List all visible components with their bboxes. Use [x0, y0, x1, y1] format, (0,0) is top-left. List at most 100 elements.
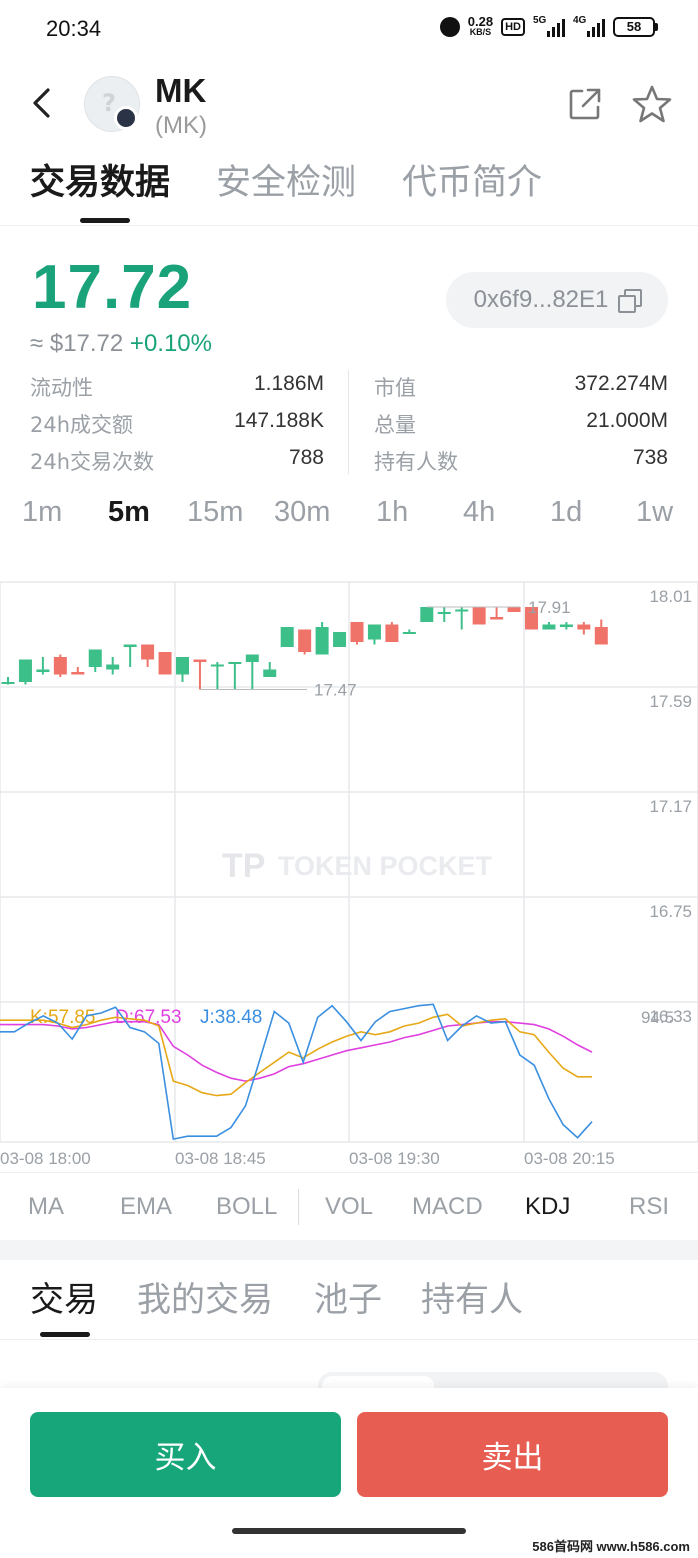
stat-label-market-cap: 市值: [374, 376, 416, 400]
price-tick-label: 16.75: [649, 902, 692, 921]
candle-body: [577, 624, 591, 630]
main-tabs: 交易数据 安全检测 代币简介: [0, 152, 698, 226]
indicator-vol[interactable]: VOL: [325, 1193, 374, 1220]
candle-body: [385, 624, 399, 642]
signal-5g-icon: 5G: [533, 15, 565, 37]
tab-holders[interactable]: 持有人: [421, 1280, 523, 1320]
hd-icon: HD: [501, 18, 525, 36]
interval-4h[interactable]: 4h: [463, 496, 496, 528]
chart-watermark: TOKEN POCKET: [278, 851, 493, 881]
stats-divider: [348, 370, 349, 474]
indicator-macd[interactable]: MACD: [412, 1193, 483, 1220]
candle-body: [367, 624, 381, 640]
sell-button[interactable]: 卖出: [357, 1412, 668, 1497]
copy-icon[interactable]: [618, 289, 643, 313]
tab-trades[interactable]: 交易: [30, 1280, 98, 1320]
indicator-boll[interactable]: BOLL: [216, 1193, 278, 1220]
price-value: 17.72: [32, 253, 193, 322]
share-icon: [569, 88, 601, 120]
interval-15m[interactable]: 15m: [187, 496, 244, 528]
stat-value-liquidity: 1.186M: [253, 372, 324, 395]
buy-button[interactable]: 买入: [30, 1412, 341, 1497]
candle-body: [315, 627, 329, 655]
indicator-divider: [298, 1189, 299, 1225]
price-chart[interactable]: TOKEN POCKET TP 18.01 17.59 17.17 16.75 16.3…: [0, 575, 698, 1170]
battery-icon: 58: [613, 17, 658, 37]
candle-body: [280, 627, 294, 647]
price-change: +0.10%: [129, 330, 212, 357]
indicator-ma[interactable]: MA: [28, 1193, 64, 1220]
stat-value-holders: 738: [632, 446, 668, 469]
candle-body: [420, 607, 434, 622]
favorite-button[interactable]: [632, 84, 672, 124]
site-watermark: 586首码网 www.h586.com: [532, 1539, 690, 1554]
active-tab-indicator: [80, 218, 130, 223]
interval-1m[interactable]: 1m: [22, 496, 63, 528]
candle-body: [71, 672, 85, 675]
signal-4g-icon: 4G: [573, 15, 605, 37]
candle-body: [36, 669, 50, 672]
tab-pools[interactable]: 池子: [314, 1280, 382, 1320]
interval-selector: 1m 5m 15m 30m 1h 4h 1d 1w: [0, 492, 698, 540]
stat-value-24h-volume: 147.188K: [234, 409, 324, 432]
indicator-ema[interactable]: EMA: [120, 1193, 173, 1220]
candle-body: [88, 649, 102, 667]
status-bar: 20:34 0.28 KB/S HD 5G 4G 58: [0, 0, 698, 62]
activity-tabs: 交易 我的交易 池子 持有人: [0, 1262, 698, 1340]
candle-body: [53, 657, 67, 675]
interval-30m[interactable]: 30m: [274, 496, 331, 528]
candle-body: [594, 627, 608, 645]
candle-body: [193, 659, 207, 662]
share-button[interactable]: [567, 86, 603, 122]
candle-body: [490, 617, 504, 620]
kdj-max-label: 94.5: [641, 1008, 674, 1027]
kdj-legend: K:57.85 D:67.53 J:38.48 94.5: [30, 1007, 674, 1028]
token-pocket-logo: TP: [222, 847, 265, 885]
status-icons: 0.28 KB/S HD 5G 4G 58: [439, 15, 658, 38]
candle-body: [298, 629, 312, 652]
interval-5m[interactable]: 5m: [108, 496, 150, 528]
kdj-d-line: [0, 1020, 593, 1082]
candle-body: [525, 607, 538, 630]
tab-security-check[interactable]: 安全检测: [216, 163, 357, 203]
candle-body: [333, 632, 347, 647]
price-tick-label: 16.33: [649, 1007, 692, 1026]
indicator-kdj[interactable]: KDJ: [525, 1193, 571, 1220]
candle-body: [210, 664, 224, 667]
stat-value-market-cap: 372.274M: [574, 372, 668, 395]
interval-1d[interactable]: 1d: [550, 496, 583, 528]
chart-grid: [0, 581, 698, 1143]
kdj-d-value: D:67.53: [115, 1007, 182, 1028]
candle-body: [542, 624, 556, 630]
contract-address-chip[interactable]: 0x6f9...82E1: [446, 272, 668, 328]
indicator-rsi[interactable]: RSI: [629, 1193, 670, 1220]
svg-text:TP: TP: [222, 847, 265, 885]
price-axis-labels: 18.01 17.59 17.17 16.75 16.33: [649, 587, 692, 1026]
interval-1h[interactable]: 1h: [376, 496, 409, 528]
candle-body: [559, 624, 573, 627]
candle-body: [228, 662, 242, 664]
active-subtab-indicator: [40, 1332, 90, 1337]
usd-price-line: ≈ $17.72 +0.10%: [30, 330, 212, 358]
stat-value-total-supply: 21.000M: [586, 409, 668, 432]
tab-trade-data[interactable]: 交易数据: [30, 163, 171, 203]
min-price-label: 17.47: [314, 681, 357, 700]
kdj-j-value: J:38.48: [200, 1007, 262, 1028]
time-tick-label: 03-08 19:30: [349, 1149, 440, 1168]
stat-label-24h-volume: 24h成交额: [30, 413, 134, 437]
interval-1w[interactable]: 1w: [636, 496, 674, 528]
candle-body: [176, 657, 189, 675]
candle-body: [1, 682, 15, 684]
tab-my-trades[interactable]: 我的交易: [137, 1280, 273, 1320]
header: ? MK (MK): [0, 62, 698, 152]
candle-body: [455, 609, 469, 612]
home-indicator[interactable]: [232, 1528, 466, 1534]
stat-label-liquidity: 流动性: [30, 376, 93, 400]
tab-token-intro[interactable]: 代币简介: [402, 163, 543, 203]
token-name: MK: [155, 72, 207, 109]
stat-label-24h-trades: 24h交易次数: [30, 450, 155, 474]
candle-body: [123, 644, 137, 647]
candle-body: [472, 607, 486, 625]
contract-address: 0x6f9...82E1: [473, 286, 609, 313]
back-button[interactable]: [26, 84, 60, 122]
